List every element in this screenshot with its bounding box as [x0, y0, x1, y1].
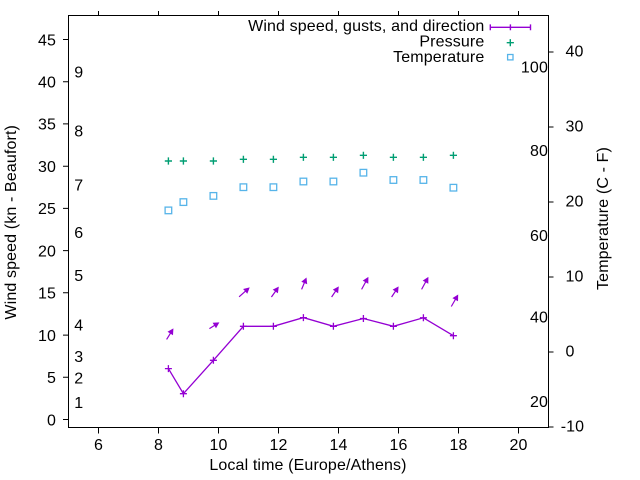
svg-text:12: 12 — [269, 437, 287, 454]
svg-text:10: 10 — [209, 437, 227, 454]
svg-text:4: 4 — [74, 317, 83, 334]
svg-text:Temperature (C - F): Temperature (C - F) — [595, 147, 612, 290]
svg-text:Wind speed, gusts, and directi: Wind speed, gusts, and direction — [248, 18, 484, 35]
svg-text:60: 60 — [530, 228, 548, 245]
svg-text:9: 9 — [74, 65, 83, 82]
svg-text:18: 18 — [449, 437, 467, 454]
svg-text:20: 20 — [530, 394, 548, 411]
svg-text:Wind speed (kn - Beaufort): Wind speed (kn - Beaufort) — [3, 125, 20, 320]
svg-text:Temperature: Temperature — [393, 49, 484, 66]
svg-text:20: 20 — [38, 243, 56, 260]
svg-text:2: 2 — [74, 370, 83, 387]
svg-text:0: 0 — [566, 344, 575, 361]
svg-text:7: 7 — [74, 178, 83, 195]
svg-text:Local time (Europe/Athens): Local time (Europe/Athens) — [209, 457, 406, 474]
svg-text:100: 100 — [521, 60, 548, 77]
svg-text:45: 45 — [38, 32, 56, 49]
svg-text:3: 3 — [74, 349, 83, 366]
svg-text:25: 25 — [38, 201, 56, 218]
svg-text:30: 30 — [566, 119, 584, 136]
svg-text:80: 80 — [530, 143, 548, 160]
svg-text:5: 5 — [47, 370, 56, 387]
svg-text:8: 8 — [154, 437, 163, 454]
svg-text:8: 8 — [74, 124, 83, 141]
svg-text:15: 15 — [38, 286, 56, 303]
svg-text:0: 0 — [47, 412, 56, 429]
svg-text:16: 16 — [389, 437, 407, 454]
svg-text:-10: -10 — [561, 419, 585, 436]
svg-text:20: 20 — [566, 194, 584, 211]
svg-text:40: 40 — [38, 75, 56, 92]
svg-text:40: 40 — [530, 309, 548, 326]
svg-text:14: 14 — [329, 437, 347, 454]
svg-text:6: 6 — [74, 225, 83, 242]
svg-text:5: 5 — [74, 268, 83, 285]
svg-text:1: 1 — [74, 395, 83, 412]
svg-text:10: 10 — [38, 328, 56, 345]
svg-text:10: 10 — [566, 269, 584, 286]
svg-text:Pressure: Pressure — [419, 34, 484, 51]
svg-text:40: 40 — [566, 44, 584, 61]
svg-text:30: 30 — [38, 159, 56, 176]
svg-text:20: 20 — [509, 437, 527, 454]
svg-text:6: 6 — [94, 437, 103, 454]
svg-text:35: 35 — [38, 117, 56, 134]
